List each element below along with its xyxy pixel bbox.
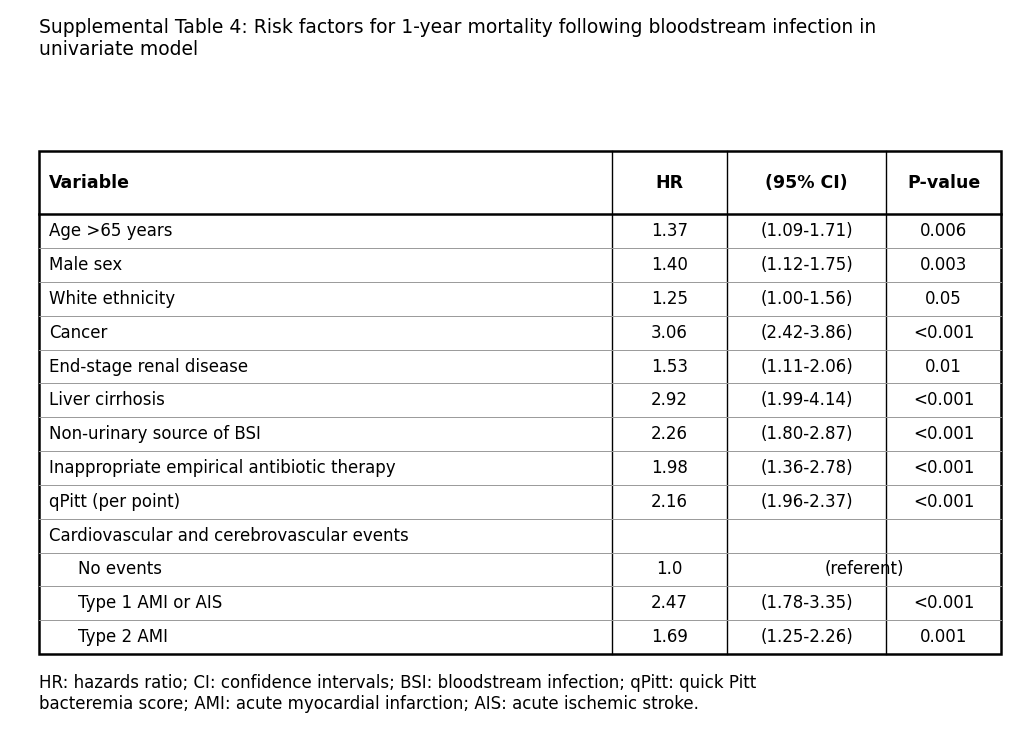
- Text: (2.42-3.86): (2.42-3.86): [760, 324, 853, 341]
- Text: 0.006: 0.006: [921, 222, 968, 240]
- Text: 2.16: 2.16: [651, 493, 688, 511]
- Text: <0.001: <0.001: [913, 594, 975, 613]
- Text: 0.001: 0.001: [920, 628, 968, 646]
- Text: Male sex: Male sex: [49, 256, 123, 274]
- Text: 1.0: 1.0: [656, 560, 683, 579]
- Text: 1.25: 1.25: [651, 290, 688, 308]
- Text: (1.25-2.26): (1.25-2.26): [760, 628, 853, 646]
- Text: 0.05: 0.05: [926, 290, 963, 308]
- Text: 1.69: 1.69: [651, 628, 688, 646]
- Text: Cardiovascular and cerebrovascular events: Cardiovascular and cerebrovascular event…: [49, 527, 409, 545]
- Text: (1.80-2.87): (1.80-2.87): [760, 425, 853, 443]
- Text: 1.53: 1.53: [651, 358, 688, 375]
- Text: White ethnicity: White ethnicity: [49, 290, 175, 308]
- Text: 2.92: 2.92: [651, 392, 688, 409]
- Text: 2.47: 2.47: [651, 594, 688, 613]
- Text: (1.96-2.37): (1.96-2.37): [760, 493, 853, 511]
- Text: End-stage renal disease: End-stage renal disease: [49, 358, 248, 375]
- Text: 0.003: 0.003: [920, 256, 968, 274]
- Text: 1.98: 1.98: [651, 459, 688, 477]
- Text: <0.001: <0.001: [913, 392, 975, 409]
- Text: HR: HR: [655, 174, 683, 192]
- Text: (1.78-3.35): (1.78-3.35): [760, 594, 853, 613]
- Text: <0.001: <0.001: [913, 425, 975, 443]
- Text: 3.06: 3.06: [651, 324, 688, 341]
- Text: Age >65 years: Age >65 years: [49, 222, 173, 240]
- Text: <0.001: <0.001: [913, 459, 975, 477]
- Text: 2.26: 2.26: [651, 425, 688, 443]
- Text: 1.40: 1.40: [651, 256, 688, 274]
- Text: (1.00-1.56): (1.00-1.56): [760, 290, 853, 308]
- Text: HR: hazards ratio; CI: confidence intervals; BSI: bloodstream infection; qPitt: : HR: hazards ratio; CI: confidence interv…: [39, 674, 756, 713]
- Text: (1.12-1.75): (1.12-1.75): [760, 256, 853, 274]
- Text: (1.09-1.71): (1.09-1.71): [760, 222, 853, 240]
- Text: Variable: Variable: [49, 174, 130, 192]
- Text: Liver cirrhosis: Liver cirrhosis: [49, 392, 165, 409]
- Text: (95% CI): (95% CI): [765, 174, 848, 192]
- Text: Type 1 AMI or AIS: Type 1 AMI or AIS: [78, 594, 222, 613]
- Text: qPitt (per point): qPitt (per point): [49, 493, 180, 511]
- Text: Type 2 AMI: Type 2 AMI: [78, 628, 168, 646]
- Text: <0.001: <0.001: [913, 493, 975, 511]
- Text: No events: No events: [78, 560, 162, 579]
- Text: 0.01: 0.01: [926, 358, 963, 375]
- Text: Non-urinary source of BSI: Non-urinary source of BSI: [49, 425, 261, 443]
- Text: 1.37: 1.37: [651, 222, 688, 240]
- Text: (1.99-4.14): (1.99-4.14): [760, 392, 853, 409]
- Text: Supplemental Table 4: Risk factors for 1-year mortality following bloodstream in: Supplemental Table 4: Risk factors for 1…: [39, 18, 877, 59]
- Text: Inappropriate empirical antibiotic therapy: Inappropriate empirical antibiotic thera…: [49, 459, 396, 477]
- Text: <0.001: <0.001: [913, 324, 975, 341]
- Text: P-value: P-value: [907, 174, 980, 192]
- Text: (1.36-2.78): (1.36-2.78): [760, 459, 853, 477]
- Text: Cancer: Cancer: [49, 324, 108, 341]
- Text: (1.11-2.06): (1.11-2.06): [760, 358, 853, 375]
- Text: (referent): (referent): [824, 560, 904, 579]
